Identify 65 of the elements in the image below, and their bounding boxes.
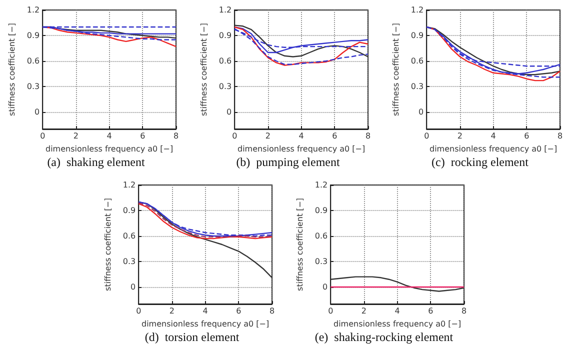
x-tick-label: 0 [40,132,46,140]
x-tick-label: 6 [140,132,146,140]
y-tick-label: 0.6 [26,56,40,66]
x-tick-label: 6 [332,132,338,140]
x-tick-label: 6 [236,306,242,316]
y-tick-label: 0.9 [218,31,232,40]
y-axis-title: stiffness coefficient [−] [392,22,400,116]
x-tick-label: 8 [365,132,371,140]
x-tick-label: 4 [106,132,112,140]
x-tick-label: 8 [269,306,275,316]
x-tick-label: 2 [169,306,175,316]
y-tick-label: 1.2 [410,6,424,14]
x-axis-title: dimensionless frequency a0 [−] [430,144,558,154]
x-axis-title: dimensionless frequency a0 [−] [142,319,270,328]
y-tick-label: 0.9 [410,31,424,40]
x-tick-label: 6 [524,132,530,140]
y-tick-label: 0.6 [122,232,136,240]
text: (d) torsion element [144,330,240,344]
x-tick-label: 8 [557,132,563,140]
x-tick-label: 0 [328,306,334,316]
x-tick-label: 8 [173,132,179,140]
y-tick-label: 0.9 [314,206,328,215]
x-tick-label: 6 [428,306,434,316]
x-tick-label: 4 [298,132,304,140]
x-tick-label: 4 [202,306,208,316]
x-tick-label: 0 [136,306,142,316]
y-tick-label: 0.9 [26,31,40,40]
y-tick-label: 0 [226,108,232,116]
y-tick-label: 0.6 [410,56,424,66]
y-axis-title: stiffness coefficient [−] [200,22,208,116]
y-tick-label: 1.2 [218,6,232,14]
text: (c) rocking element [432,155,530,169]
y-axis-title: stiffness coefficient [−] [104,198,112,292]
y-tick-label: 0 [130,282,136,292]
x-tick-label: 2 [73,132,79,140]
y-axis-title: stiffness coefficient [−] [8,22,16,116]
y-tick-label: 0.3 [218,82,232,91]
x-tick-label: 4 [490,132,496,140]
y-tick-label: 0.6 [218,56,232,66]
x-tick-label: 4 [394,306,400,316]
text: (e) shaking-rocking element [314,330,454,344]
y-tick-label: 0.3 [410,82,424,91]
y-tick-label: 0 [34,108,40,116]
y-tick-label: 0.3 [122,257,136,266]
text: (b) pumping element [236,155,340,169]
x-tick-label: 2 [457,132,463,140]
y-tick-label: 0.9 [122,206,136,215]
y-axis-title: stiffness coefficient [−] [296,198,304,292]
y-tick-label: 0 [322,282,328,292]
x-tick-label: 8 [461,306,467,316]
x-tick-label: 0 [232,132,238,140]
x-axis-title: dimensionless frequency a0 [−] [334,319,462,328]
x-tick-label: 2 [361,306,367,316]
x-axis-title: dimensionless frequency a0 [−] [238,144,366,154]
y-tick-label: 0.3 [26,82,40,91]
text: (a) shaking element [47,155,146,169]
y-tick-label: 1.2 [26,6,40,14]
y-tick-label: 1.2 [314,180,328,190]
y-tick-label: 1.2 [122,180,136,190]
y-tick-label: 0 [418,108,424,116]
y-tick-label: 0.3 [314,257,328,266]
x-tick-label: 0 [424,132,430,140]
x-axis-title: dimensionless frequency a0 [−] [46,144,174,154]
x-tick-label: 2 [265,132,271,140]
y-tick-label: 0.6 [314,232,328,240]
